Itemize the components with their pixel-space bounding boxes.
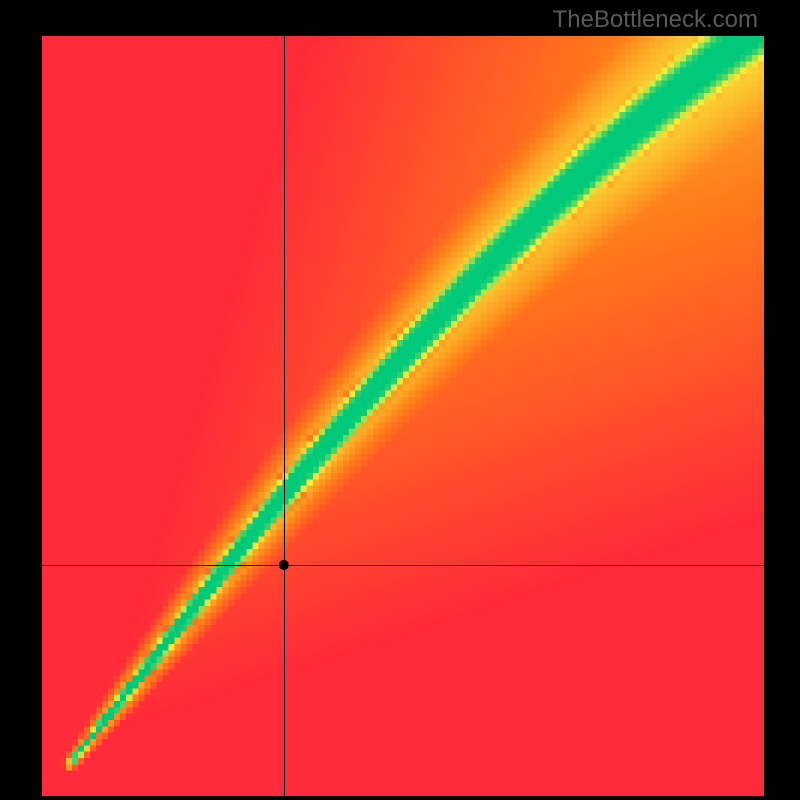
chart-container: { "watermark": { "text": "TheBottleneck.… bbox=[0, 0, 800, 800]
crosshair-overlay bbox=[42, 36, 764, 796]
watermark-text: TheBottleneck.com bbox=[553, 6, 758, 34]
